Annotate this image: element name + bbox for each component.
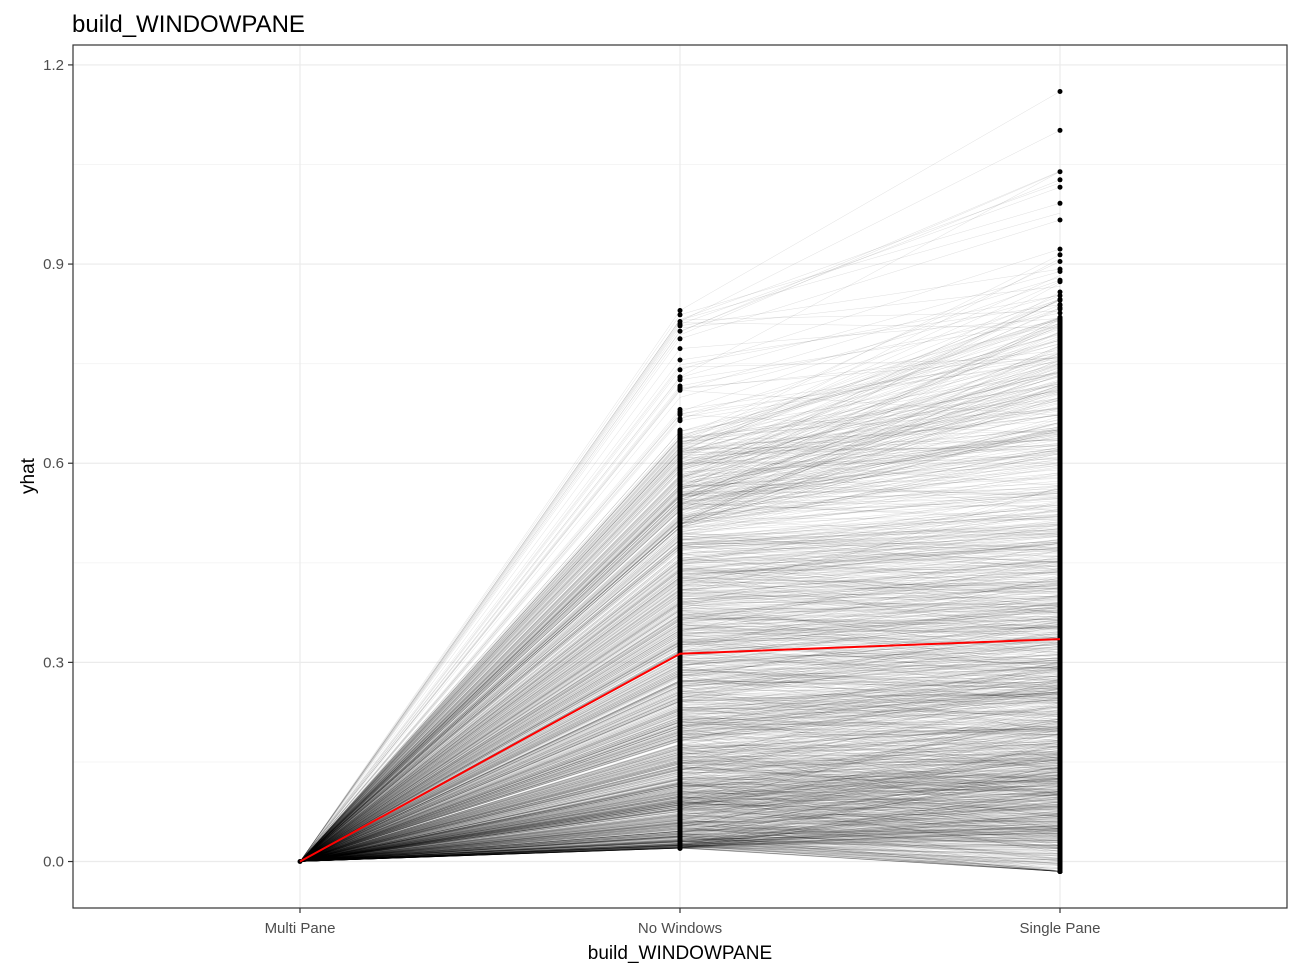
data-point [677, 367, 683, 373]
series-line [299, 638, 1061, 863]
x-tick-label: Multi Pane [265, 920, 336, 937]
x-axis-ticks: Multi Pane No Windows Single Pane [265, 908, 1101, 937]
data-point [1057, 269, 1063, 274]
data-point [1057, 177, 1063, 183]
data-point [1057, 293, 1063, 299]
data-point [1057, 252, 1063, 258]
data-point [1057, 259, 1063, 264]
y-axis-ticks: 0.0 0.3 0.6 0.9 1.2 [43, 57, 73, 871]
data-point [1057, 200, 1063, 206]
mean-line [299, 638, 1061, 863]
data-point [677, 387, 683, 393]
data-point [1057, 169, 1063, 175]
x-axis-title: build_WINDOWPANE [588, 943, 772, 964]
y-tick-label: 0.6 [43, 455, 64, 472]
data-points [297, 89, 1063, 874]
data-point [1057, 246, 1063, 252]
data-point [677, 383, 683, 389]
data-point [1057, 310, 1063, 316]
chart-title: build_WINDOWPANE [72, 11, 305, 38]
data-point [677, 407, 683, 412]
data-point [677, 357, 683, 363]
data-point [1057, 306, 1063, 312]
data-point [1057, 89, 1063, 94]
data-point [1057, 184, 1063, 190]
data-point [677, 418, 683, 424]
data-point [677, 411, 683, 417]
y-tick-label: 1.2 [43, 57, 64, 74]
data-point [1057, 289, 1063, 295]
y-axis-title: yhat [18, 457, 39, 494]
data-point [1057, 277, 1063, 283]
data-point [677, 308, 683, 313]
data-point [1057, 127, 1063, 133]
data-point [1057, 302, 1063, 308]
data-point [677, 336, 683, 342]
data-point [677, 321, 683, 327]
data-point [677, 328, 683, 334]
y-tick-label: 0.3 [43, 654, 64, 671]
y-tick-label: 0.0 [43, 854, 64, 871]
data-point [1057, 297, 1063, 303]
data-point [677, 312, 683, 318]
x-tick-label: No Windows [638, 920, 722, 937]
data-point [677, 375, 683, 380]
data-point [677, 346, 683, 352]
data-point [1057, 217, 1063, 223]
y-tick-label: 0.9 [43, 256, 64, 273]
x-tick-label: Single Pane [1020, 920, 1101, 937]
